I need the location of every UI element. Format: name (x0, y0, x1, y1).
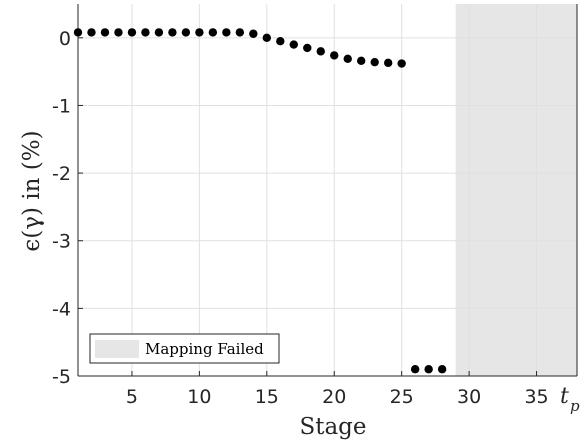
y-axis-title: ϵ(γ) in (%) (19, 130, 45, 251)
y-tick-label: -3 (52, 231, 71, 253)
data-point (235, 28, 245, 37)
points-layer (73, 28, 447, 374)
data-point (370, 57, 379, 67)
x-axis-title: Stage (299, 414, 366, 440)
data-point (343, 54, 352, 63)
data-point (100, 28, 110, 37)
data-point (410, 365, 420, 374)
data-point (195, 28, 204, 37)
tp-subscript: p (570, 397, 580, 415)
data-point (208, 28, 218, 37)
data-point (397, 59, 406, 68)
y-tick-label: -1 (52, 95, 71, 117)
data-point (154, 28, 164, 37)
legend-label: Mapping Failed (145, 340, 264, 358)
legend-swatch (95, 340, 139, 358)
data-point (181, 28, 191, 37)
data-point (303, 43, 312, 53)
axes-layer (77, 4, 578, 377)
y-tick-label: -4 (52, 298, 71, 320)
data-point (424, 365, 433, 374)
data-point (127, 28, 137, 37)
y-tick-label: -2 (52, 163, 71, 185)
data-point (114, 28, 123, 37)
data-point (276, 37, 285, 46)
x-tick-label: 30 (457, 386, 481, 408)
x-tick-label: 10 (187, 386, 211, 408)
x-tick-label: 15 (255, 386, 279, 408)
x-tick-label: 5 (126, 386, 138, 408)
y-tick-label: -5 (52, 366, 71, 388)
tp-label: t (560, 384, 569, 409)
data-point (383, 58, 393, 68)
data-point (437, 365, 447, 374)
shaded-region-layer (455, 4, 577, 376)
legend: Mapping Failed (89, 333, 280, 364)
x-tick-label: 25 (390, 386, 414, 408)
mapping-failed-region (455, 4, 577, 376)
tick-label-layer: 5 10 15 20 25 30 35 0 -1 -2 -3 -4 -5 (52, 28, 549, 408)
data-point (316, 47, 325, 56)
data-point (289, 40, 298, 49)
data-point (249, 29, 258, 38)
x-tick-label: 35 (524, 386, 548, 408)
data-point (357, 56, 366, 66)
x-tick-label: 20 (322, 386, 346, 408)
tp-tick-label: t p (560, 384, 580, 415)
data-point (87, 28, 96, 37)
data-point (262, 33, 272, 43)
data-point (141, 28, 150, 37)
data-point (330, 51, 339, 60)
data-point (73, 28, 83, 37)
data-point (222, 28, 231, 37)
data-point (168, 28, 177, 37)
y-tick-label: 0 (59, 28, 71, 50)
